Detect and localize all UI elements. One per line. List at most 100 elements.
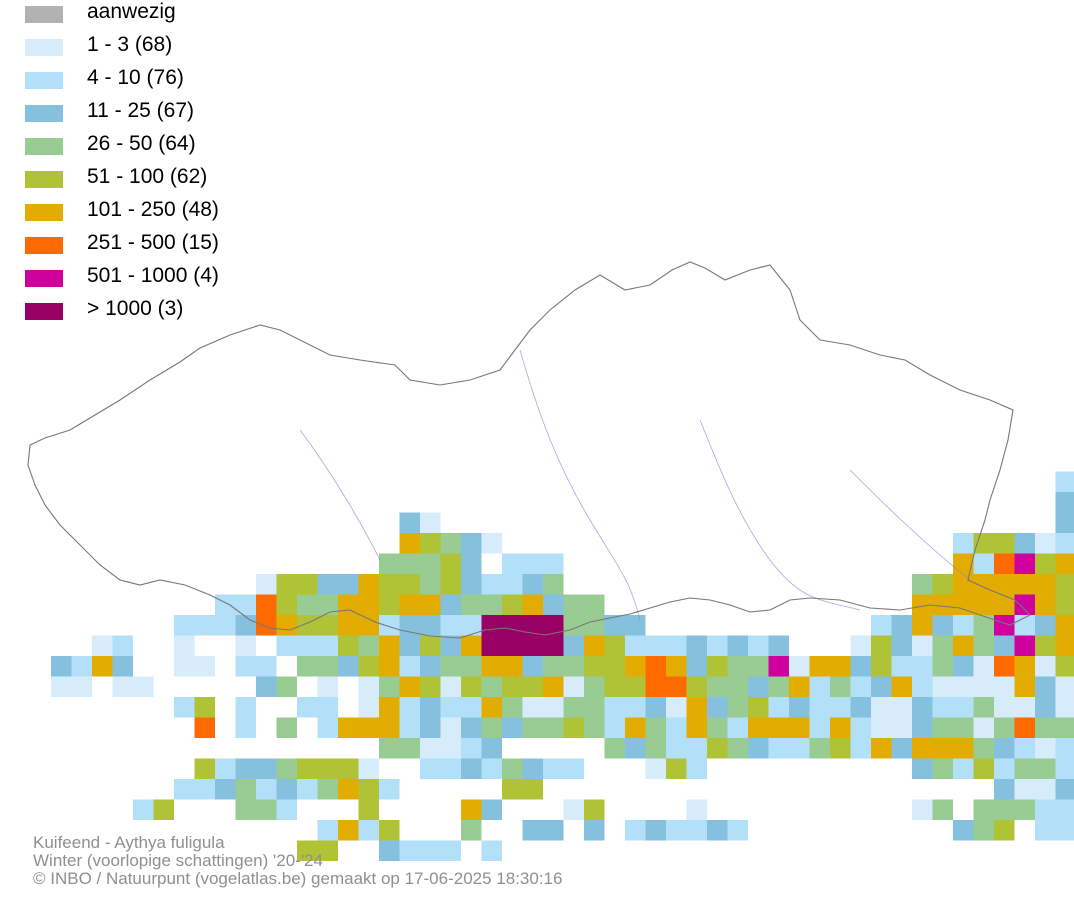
legend-swatch [25,138,63,155]
grid-cell [850,717,871,738]
grid-cell [584,676,605,697]
grid-cell [481,594,502,615]
grid-cell [666,738,687,759]
grid-cell [625,820,646,841]
grid-cell [953,533,974,554]
grid-cell [502,635,523,656]
grid-cell [686,697,707,718]
grid-cell [420,758,441,779]
grid-cell [1014,697,1035,718]
grid-cell [891,615,912,636]
grid-cell [481,799,502,820]
grid-cell [235,799,256,820]
grid-cell [276,574,297,595]
grid-cell [522,594,543,615]
grid-cell [235,779,256,800]
grid-cell [727,820,748,841]
grid-cell [973,615,994,636]
grid-cell [686,717,707,738]
grid-cell [1014,635,1035,656]
grid-cell [317,820,338,841]
grid-cell [379,738,400,759]
grid-cell [1035,697,1056,718]
grid-cell [194,779,215,800]
grid-cell [399,840,420,861]
grid-cell [276,799,297,820]
grid-cell [502,697,523,718]
grid-cell [338,820,359,841]
grid-cell [194,615,215,636]
grid-cell [420,594,441,615]
legend-item: > 1000 (3) [25,297,325,330]
grid-cell [768,697,789,718]
grid-cell [399,656,420,677]
grid-cell [256,615,277,636]
legend-swatch [25,204,63,221]
legend-swatch [25,237,63,254]
grid-cell [604,676,625,697]
grid-cell [399,553,420,574]
grid-cell [830,656,851,677]
grid-cell [543,820,564,841]
legend-item: 26 - 50 (64) [25,132,325,165]
grid-cell [481,758,502,779]
grid-cell [727,717,748,738]
grid-cell [420,697,441,718]
grid-cell [768,717,789,738]
grid-cell [707,676,728,697]
grid-cell [461,574,482,595]
grid-cell [297,594,318,615]
grid-cell [379,697,400,718]
grid-cell [1014,717,1035,738]
grid-cell [850,697,871,718]
grid-cell [604,635,625,656]
grid-cell [645,635,666,656]
grid-cell [92,656,113,677]
grid-cell [707,717,728,738]
grid-cell [317,676,338,697]
grid-cell [461,594,482,615]
grid-cell [994,820,1015,841]
grid-cell [256,758,277,779]
grid-cell [317,697,338,718]
grid-cell [522,697,543,718]
legend-label: 51 - 100 (62) [87,165,208,188]
grid-cell [645,676,666,697]
grid-cell [850,635,871,656]
grid-cell [973,697,994,718]
grid-cell [317,574,338,595]
grid-cell [912,758,933,779]
grid-cell [235,758,256,779]
grid-cell [912,717,933,738]
grid-cell [768,676,789,697]
grid-cell [625,697,646,718]
grid-cell [235,717,256,738]
grid-cell [420,840,441,861]
grid-cell [420,717,441,738]
legend-label: 1 - 3 (68) [87,33,173,56]
grid-cell [871,697,892,718]
grid-cell [481,574,502,595]
grid-cell [563,594,584,615]
grid-cell [932,799,953,820]
legend-item: 251 - 500 (15) [25,231,325,264]
grid-cell [297,635,318,656]
grid-cell [563,697,584,718]
grid-cell [379,676,400,697]
grid-cell [440,635,461,656]
grid-cell [297,574,318,595]
grid-cell [174,697,195,718]
grid-cell [112,656,133,677]
grid-cell [543,676,564,697]
grid-cell [645,697,666,718]
grid-cell [625,717,646,738]
grid-cell [727,738,748,759]
grid-cell [379,615,400,636]
grid-cell [584,594,605,615]
grid-cell [379,553,400,574]
grid-cell [297,779,318,800]
grid-cell [522,635,543,656]
grid-cell [1035,594,1056,615]
grid-cell [256,799,277,820]
grid-cell [953,717,974,738]
